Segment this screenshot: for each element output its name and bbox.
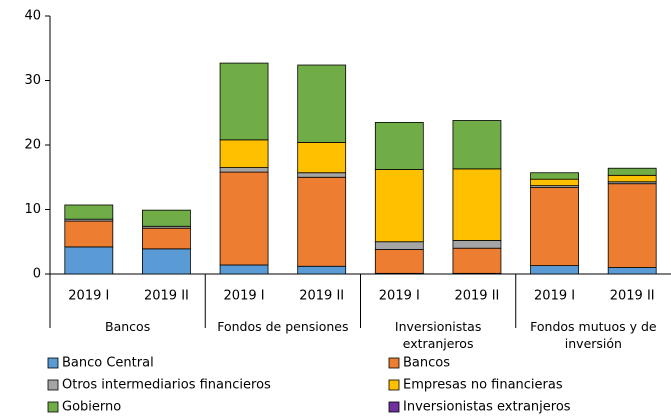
bar-segment [607, 183, 657, 268]
x-tick-label: 2019 I [224, 289, 265, 304]
bar-segment [64, 246, 114, 275]
legend-label: Empresas no financieras [403, 378, 563, 393]
bar-segment [142, 248, 191, 275]
y-tick-label: 0 [33, 267, 41, 282]
bar-segment [374, 249, 424, 274]
y-tick-label: 40 [24, 9, 41, 24]
bar-segment [219, 171, 269, 266]
x-tick-label: 2019 I [379, 289, 420, 304]
bar-segment [219, 167, 269, 173]
bar-segment [219, 264, 269, 275]
bar-segment [607, 174, 657, 183]
bar-segment [219, 62, 269, 141]
bar-segment [607, 167, 657, 176]
legend-label: Banco Central [62, 356, 154, 371]
bar-segment [374, 241, 424, 250]
bar-segment [374, 169, 424, 243]
bar-segment [297, 265, 347, 275]
bar-segment [297, 176, 347, 267]
legend-label: Bancos [403, 356, 450, 371]
y-tick-label: 20 [24, 138, 41, 153]
group-label: Fondos de pensiones [217, 319, 349, 334]
bar-segment [530, 178, 579, 187]
bar-segment [297, 64, 347, 143]
legend-swatch [47, 379, 59, 391]
bar-segment [530, 187, 579, 267]
bar-segment [452, 247, 502, 274]
bar-segment [142, 209, 191, 227]
bar-segment [297, 142, 347, 174]
x-tick-label: 2019 II [610, 289, 655, 304]
bar-segment [297, 172, 347, 178]
bar-segment [452, 120, 502, 170]
group-label: Fondos mutuos y de inversión [530, 319, 657, 351]
y-tick-label: 30 [24, 73, 41, 88]
legend-swatch [388, 401, 400, 413]
legend-swatch [47, 357, 59, 369]
legend-swatch [47, 401, 59, 413]
x-tick-label: 2019 I [68, 289, 109, 304]
bar-segment [452, 240, 502, 249]
legend-label: Gobierno [62, 400, 121, 415]
legend-label: Otros intermediarios financieros [62, 378, 271, 393]
bar-segment [374, 122, 424, 170]
bar-segment [64, 220, 114, 248]
bar-segment [64, 204, 114, 220]
y-tick-label: 10 [24, 202, 41, 217]
x-tick-label: 2019 II [454, 289, 499, 304]
x-tick-label: 2019 II [299, 289, 344, 304]
group-label: Inversionistas extranjeros [394, 319, 482, 351]
x-tick-label: 2019 I [534, 289, 575, 304]
bar-segment [530, 172, 579, 180]
bar-segment [607, 267, 657, 275]
bar-segment [452, 168, 502, 241]
legend-swatch [388, 357, 400, 369]
bar-segment [530, 265, 579, 275]
legend-label: Inversionistas extranjeros [403, 400, 571, 415]
group-label: Bancos [105, 319, 151, 334]
legend-swatch [388, 379, 400, 391]
bar-segment [142, 227, 191, 250]
x-tick-label: 2019 II [144, 289, 189, 304]
bar-segment [219, 139, 269, 168]
